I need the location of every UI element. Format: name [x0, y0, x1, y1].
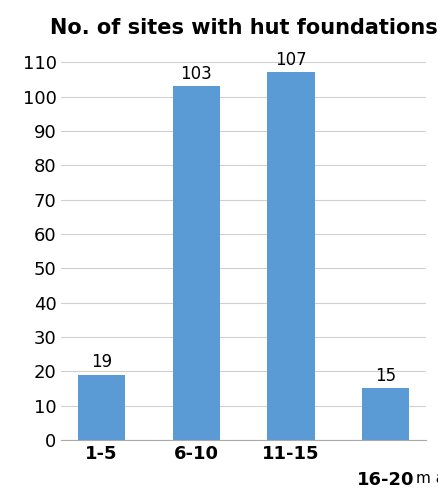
Text: 16-20: 16-20: [356, 470, 413, 488]
Bar: [172, 86, 219, 440]
Text: 107: 107: [275, 51, 306, 69]
Text: 103: 103: [180, 65, 212, 83]
Bar: [78, 374, 125, 440]
Title: No. of sites with hut foundations: No. of sites with hut foundations: [49, 18, 437, 38]
Text: 15: 15: [374, 367, 395, 385]
Text: m asl: m asl: [415, 470, 438, 486]
Text: 19: 19: [91, 354, 112, 372]
Bar: [267, 72, 314, 440]
Bar: [361, 388, 408, 440]
